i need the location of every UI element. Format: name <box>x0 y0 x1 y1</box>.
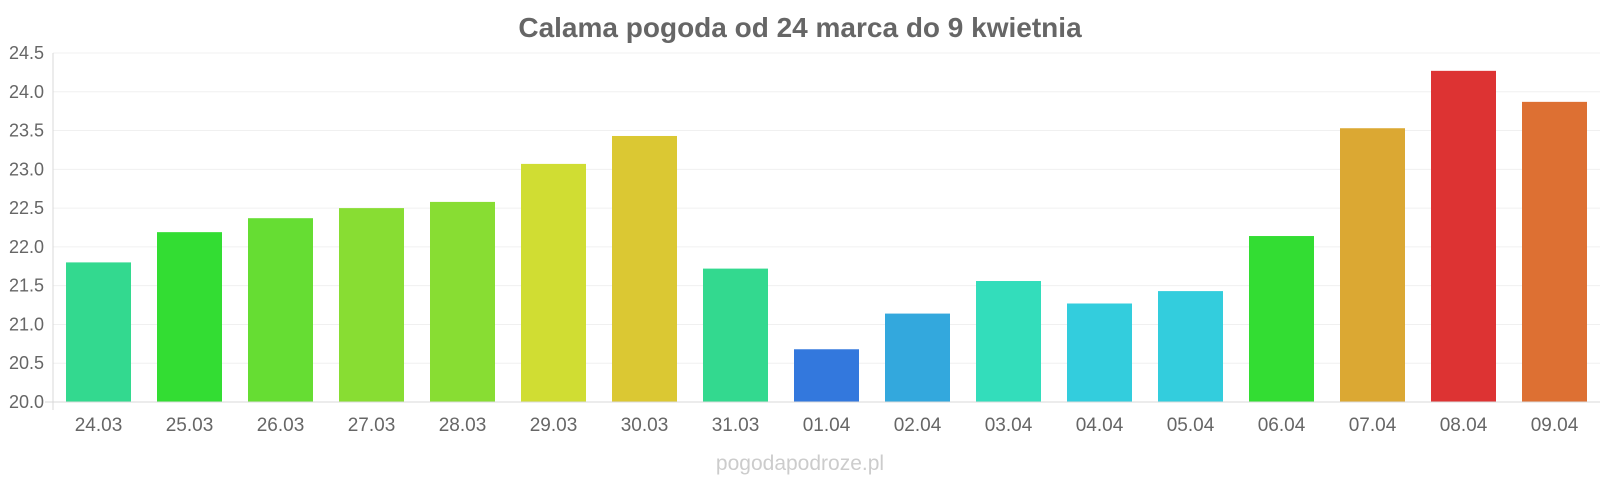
x-tick-label: 08.04 <box>1440 415 1488 436</box>
x-tick-label: 24.03 <box>75 415 123 436</box>
y-tick-label: 22.0 <box>9 237 44 257</box>
x-tick-labels: 24.03 25.03 26.03 27.03 28.03 29.03 30.03 31.03… <box>75 415 1579 436</box>
x-tick-label: 09.04 <box>1531 415 1579 436</box>
bar <box>1249 236 1314 402</box>
x-tick-label: 04.04 <box>1076 415 1124 436</box>
bar <box>885 313 950 402</box>
x-tick-label: 30.03 <box>621 415 669 436</box>
y-tick-label: 21.0 <box>9 314 44 334</box>
x-tick-label: 27.03 <box>348 415 396 436</box>
y-tick-label: 24.0 <box>9 82 44 102</box>
x-tick-label: 01.04 <box>803 415 851 436</box>
x-tick-label: 28.03 <box>439 415 487 436</box>
bar <box>157 232 222 402</box>
x-tick-label: 31.03 <box>712 415 760 436</box>
x-tick-label: 06.04 <box>1258 415 1306 436</box>
y-tick-labels: 20.0 20.5 21.0 21.5 22.0 22.5 23.0 23.5 24.0 24.5 <box>9 43 44 412</box>
x-tick-label: 25.03 <box>166 415 214 436</box>
bar <box>66 262 131 402</box>
bar <box>1340 128 1405 402</box>
bar <box>976 281 1041 402</box>
axes <box>45 53 1600 410</box>
y-tick-label: 22.5 <box>9 198 44 218</box>
chart-title: Calama pogoda od 24 marca do 9 kwietnia <box>518 12 1082 43</box>
y-tick-label: 20.0 <box>9 392 44 412</box>
bar <box>430 201 495 402</box>
bar <box>339 208 404 402</box>
x-tick-label: 29.03 <box>530 415 578 436</box>
x-tick-label: 26.03 <box>257 415 305 436</box>
y-tick-label: 20.5 <box>9 353 44 373</box>
y-tick-label: 24.5 <box>9 43 44 63</box>
x-tick-label: 05.04 <box>1167 415 1215 436</box>
y-tick-label: 21.5 <box>9 276 44 296</box>
bars <box>66 70 1587 403</box>
x-tick-label: 02.04 <box>894 415 942 436</box>
y-tick-label: 23.5 <box>9 121 44 141</box>
bar <box>1522 101 1587 403</box>
watermark: pogodapodroze.pl <box>716 452 884 475</box>
bar <box>248 218 313 402</box>
x-tick-label: 03.04 <box>985 415 1033 436</box>
x-tick-label: 07.04 <box>1349 415 1397 436</box>
bar <box>1431 70 1496 403</box>
bar <box>612 135 677 403</box>
bar <box>794 349 859 402</box>
bar <box>1158 291 1223 402</box>
y-tick-label: 23.0 <box>9 159 44 179</box>
bar <box>703 268 768 402</box>
bar <box>1067 303 1132 402</box>
bar <box>521 163 586 402</box>
